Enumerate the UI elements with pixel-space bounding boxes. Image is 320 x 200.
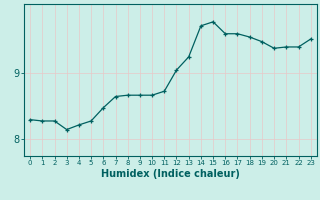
X-axis label: Humidex (Indice chaleur): Humidex (Indice chaleur) — [101, 169, 240, 179]
